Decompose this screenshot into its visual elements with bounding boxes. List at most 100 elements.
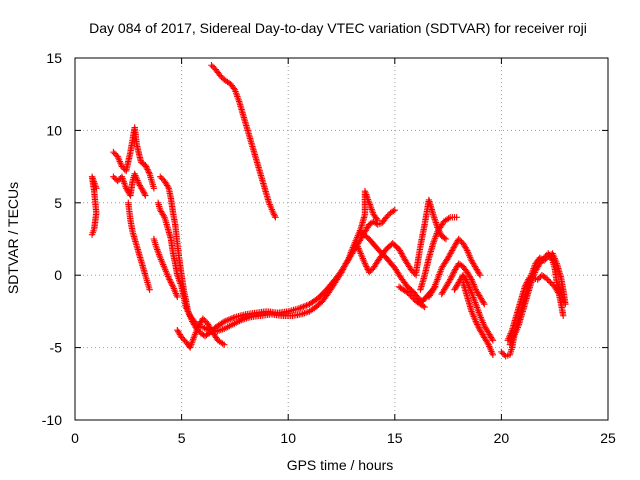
axis-ticks (74, 57, 609, 421)
data-point (476, 272, 484, 279)
data-point (169, 282, 176, 289)
data-point (201, 316, 208, 324)
data-point (216, 72, 224, 79)
data-point (114, 177, 121, 185)
x-tick-label: 20 (494, 430, 510, 446)
data-point (363, 263, 370, 270)
data-point (474, 321, 481, 328)
data-point (300, 303, 307, 310)
series-arc-14 (417, 214, 460, 293)
y-tick-label: -5 (50, 340, 63, 356)
x-tick-labels: 0 5 10 15 20 25 (71, 430, 616, 446)
y-tick-labels: -10 -5 0 5 10 15 (42, 50, 62, 428)
grid-lines (75, 58, 608, 420)
data-point (489, 337, 497, 344)
series-arc-12 (395, 283, 428, 311)
data-point (142, 163, 150, 170)
data-point (547, 279, 554, 286)
data-point (449, 272, 456, 279)
data-point (383, 214, 390, 221)
data-point (270, 211, 278, 218)
x-tick-label: 5 (178, 430, 186, 446)
data-point (295, 305, 303, 312)
data-point (429, 287, 436, 295)
series-arc-7 (157, 173, 381, 340)
data-point (384, 212, 391, 220)
data-point (472, 318, 480, 325)
data-point (179, 335, 187, 343)
y-tick-label: 0 (54, 267, 62, 283)
data-point (225, 316, 233, 323)
data-point (93, 185, 100, 192)
data-point (540, 257, 548, 264)
data-point (271, 212, 278, 220)
series-arc-11 (353, 240, 420, 279)
data-point (535, 274, 543, 282)
series-arc-3 (110, 170, 149, 199)
data-point (488, 335, 496, 343)
data-point (174, 293, 181, 301)
data-point (158, 174, 165, 182)
data-point (489, 351, 497, 359)
data-point (463, 277, 470, 285)
series-arc-16 (438, 260, 488, 308)
data-point (447, 274, 455, 282)
x-tick-label: 0 (71, 430, 79, 446)
data-point (407, 292, 414, 299)
data-point (501, 351, 508, 359)
data-point (421, 303, 428, 311)
data-point (391, 206, 398, 214)
data-point (481, 300, 488, 308)
series-arc-9 (208, 62, 279, 221)
data-point (221, 318, 228, 325)
series-arc-21 (506, 250, 569, 348)
data-point (420, 302, 427, 310)
data-point (222, 317, 229, 325)
data-point (143, 164, 150, 172)
plot-frame (74, 57, 609, 421)
data-point (542, 274, 550, 282)
data-point (405, 290, 413, 298)
data-point (448, 273, 455, 280)
data-point (167, 277, 174, 285)
data-point (362, 261, 369, 269)
data-point (301, 302, 309, 310)
data-point (298, 304, 306, 311)
data-point (473, 319, 480, 327)
data-point (228, 315, 236, 322)
data-point (144, 167, 152, 175)
data-point (303, 302, 310, 309)
data-point (224, 317, 231, 324)
data-point (142, 192, 149, 199)
data-point (373, 215, 380, 222)
chart-title: Day 084 of 2017, Sidereal Day-to-day VTE… (89, 20, 587, 36)
x-tick-label: 10 (280, 430, 296, 446)
data-point (410, 295, 417, 302)
y-axis-label: SDTVAR / TECUs (5, 182, 21, 294)
data-point (157, 173, 164, 180)
data-point (544, 276, 551, 283)
series-arc-2 (110, 124, 158, 192)
data-point (361, 260, 369, 267)
data-point (142, 161, 149, 169)
data-point (144, 166, 151, 173)
y-tick-label: 5 (54, 195, 62, 211)
data-point (475, 324, 482, 331)
data-point (453, 214, 460, 221)
data-point (499, 350, 507, 357)
data-point (442, 235, 450, 243)
data-point (548, 280, 556, 288)
data-point (343, 258, 351, 266)
data-point (167, 279, 175, 286)
data-point (374, 216, 381, 224)
series-arc-1 (88, 173, 100, 238)
data-point (484, 340, 491, 347)
y-tick-label: 10 (46, 122, 62, 138)
data-point (363, 264, 371, 272)
data-point (111, 150, 118, 157)
data-point (455, 235, 462, 243)
data-point (165, 274, 173, 282)
data-point (474, 322, 482, 330)
data-point (111, 174, 118, 182)
